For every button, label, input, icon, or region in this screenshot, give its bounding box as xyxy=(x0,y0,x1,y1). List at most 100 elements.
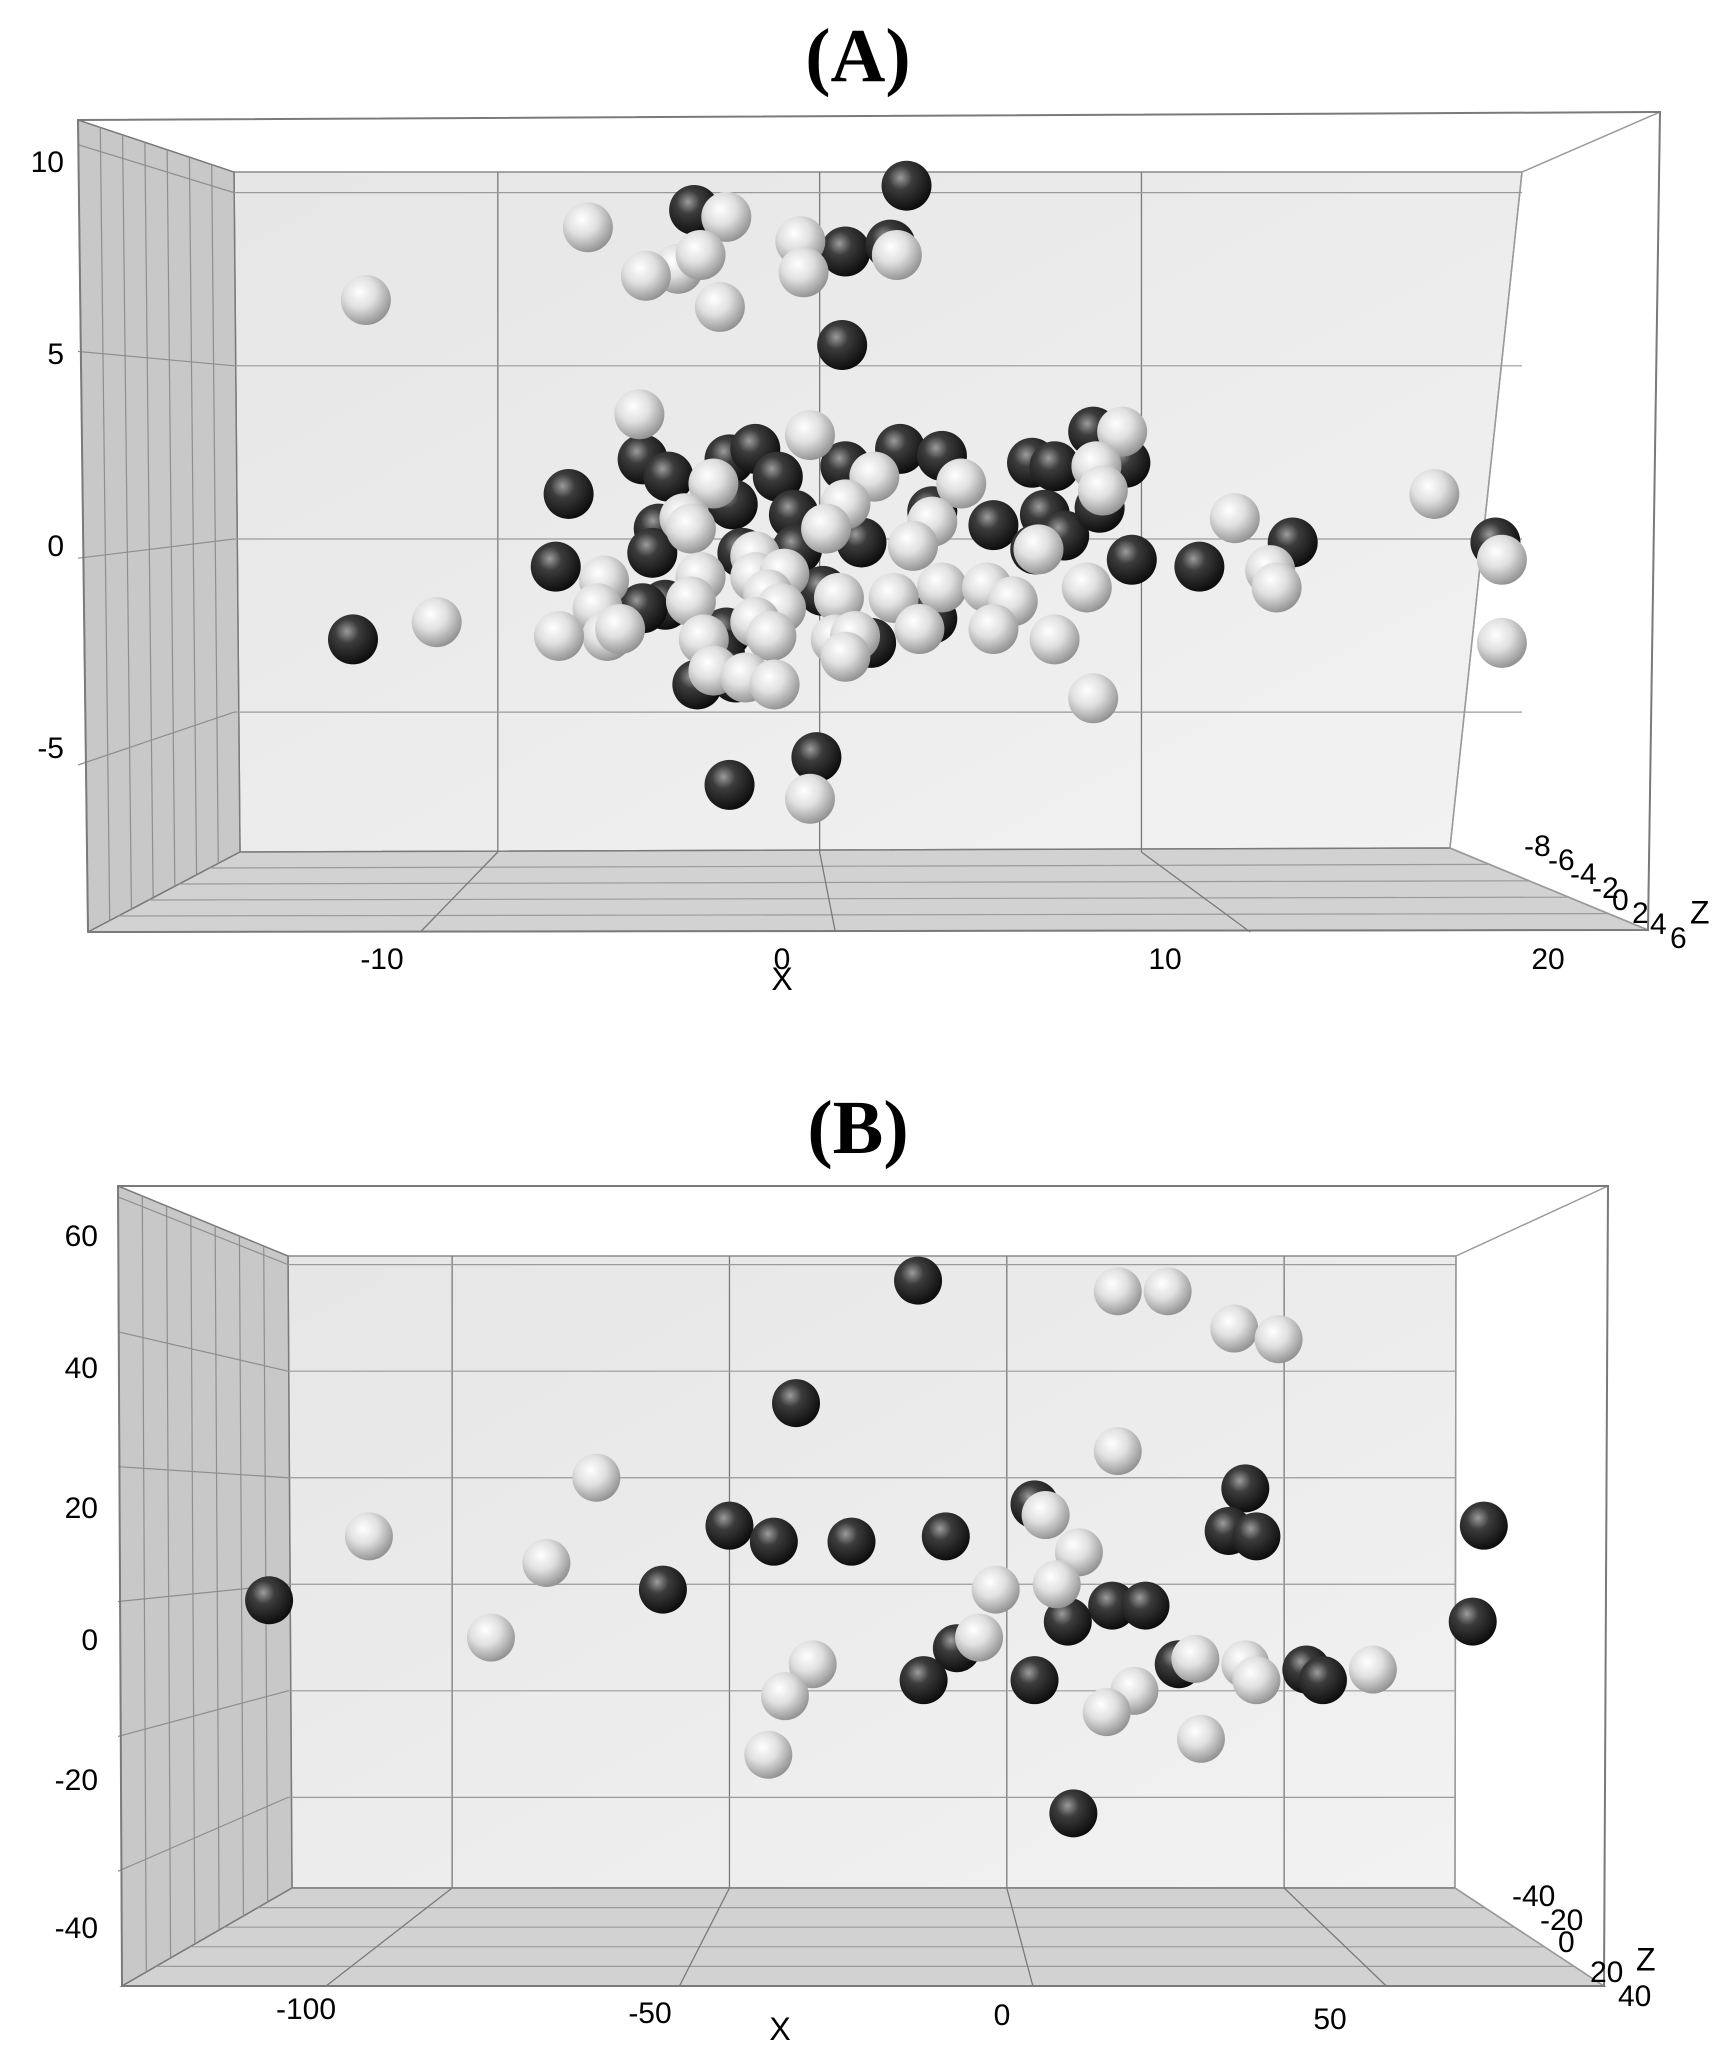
data-point-light xyxy=(562,202,613,253)
data-point-light xyxy=(701,191,752,242)
data-point-dark xyxy=(894,1256,943,1305)
data-point-light xyxy=(955,1613,1004,1662)
z-tick-label: -2 xyxy=(1592,872,1619,905)
data-point-light xyxy=(688,458,739,509)
data-point-light xyxy=(894,604,945,655)
data-point-light xyxy=(746,610,797,661)
data-point-light xyxy=(1176,1714,1225,1763)
data-point-light xyxy=(675,229,726,280)
data-point-dark xyxy=(543,468,594,519)
data-point-dark xyxy=(820,226,871,277)
data-point-dark xyxy=(638,1565,687,1614)
data-point-dark xyxy=(1232,1512,1281,1561)
data-point-light xyxy=(665,576,716,627)
data-point-dark xyxy=(881,160,932,211)
data-point-dark xyxy=(1298,1656,1347,1705)
left-wall-gridline xyxy=(190,1215,196,1945)
data-point-light xyxy=(533,610,584,661)
data-point-light xyxy=(344,1512,393,1561)
y-tick-label: 5 xyxy=(47,338,64,371)
x-axis-label: X xyxy=(769,2011,790,2040)
data-point-dark xyxy=(1049,1789,1098,1838)
data-point-light xyxy=(820,631,871,682)
data-point-light xyxy=(784,773,835,824)
data-point-dark xyxy=(1448,1597,1497,1646)
x-tick-label: 0 xyxy=(994,1999,1011,2032)
left-wall-gridline xyxy=(117,1796,289,1872)
data-point-dark xyxy=(921,1512,970,1561)
data-point-light xyxy=(1093,1427,1142,1476)
floor-gridline xyxy=(1141,851,1251,933)
data-point-light xyxy=(522,1538,571,1587)
y-tick-label: 0 xyxy=(81,1624,98,1657)
left-wall-gridline xyxy=(117,1331,289,1372)
z-tick-label: -4 xyxy=(1570,858,1597,891)
left-wall-gridline xyxy=(214,1225,220,1931)
y-tick-label: 60 xyxy=(65,1220,98,1253)
data-point-dark xyxy=(1106,534,1157,585)
y-tick-label: -5 xyxy=(37,732,64,765)
data-point-light xyxy=(887,520,938,571)
data-point-light xyxy=(694,281,745,332)
data-point-light xyxy=(1476,534,1527,585)
data-point-dark xyxy=(530,541,581,592)
data-point-dark xyxy=(827,1517,876,1566)
data-point-light xyxy=(340,275,391,325)
data-point-light xyxy=(916,562,967,613)
data-point-dark xyxy=(791,732,842,783)
data-point-light xyxy=(1068,673,1119,724)
y-tick-label: 0 xyxy=(47,530,64,563)
data-point-light xyxy=(936,458,987,509)
data-point-light xyxy=(744,1730,793,1779)
data-point-light xyxy=(1409,468,1460,519)
data-point-light xyxy=(1251,562,1302,613)
data-point-light xyxy=(1097,406,1148,457)
left-wall-gridline xyxy=(238,1235,245,1917)
z-tick-label: 0 xyxy=(1612,884,1629,917)
z-tick-label: 0 xyxy=(1558,1926,1575,1959)
floor xyxy=(87,847,1649,933)
y-tick-label: 20 xyxy=(65,1492,98,1525)
data-point-light xyxy=(411,597,462,648)
data-point-dark xyxy=(1043,1597,1092,1646)
data-point-light xyxy=(971,1565,1020,1614)
data-point-dark xyxy=(1010,1656,1059,1705)
box-frame xyxy=(76,110,1662,933)
data-point-light xyxy=(968,604,1019,655)
y-tick-label: 40 xyxy=(65,1352,98,1385)
left-wall-gridline xyxy=(117,1690,289,1737)
data-point-light xyxy=(1171,1634,1220,1683)
floor-gridline xyxy=(148,896,1569,901)
data-point-light xyxy=(760,1672,809,1721)
data-point-light xyxy=(749,659,800,710)
left-wall-gridline xyxy=(117,1466,289,1479)
left-wall-gridline xyxy=(165,1205,172,1959)
floor-gridline xyxy=(419,851,499,933)
data-point-dark xyxy=(245,1576,294,1625)
data-point-dark xyxy=(1121,1581,1170,1630)
data-point-light xyxy=(1254,1315,1303,1364)
data-point-dark xyxy=(772,1379,821,1428)
data-point-dark xyxy=(1174,541,1225,592)
left-wall-gridline xyxy=(166,149,176,887)
data-point-light xyxy=(801,503,852,554)
data-point-dark xyxy=(749,1517,798,1566)
z-tick-label: -20 xyxy=(1540,1904,1583,1937)
data-point-dark xyxy=(328,614,378,665)
data-point-light xyxy=(1143,1267,1192,1316)
z-tick-label: -6 xyxy=(1548,844,1575,877)
data-point-dark xyxy=(968,500,1019,551)
z-tick-label: 40 xyxy=(1618,1980,1651,2013)
x-tick-label: 50 xyxy=(1313,2003,1346,2036)
data-point-light xyxy=(572,1453,621,1502)
data-point-light xyxy=(1093,1267,1142,1316)
x-tick-label: 0 xyxy=(774,943,791,976)
data-point-light xyxy=(1476,617,1527,668)
left-wall-gridline xyxy=(77,144,235,194)
left-wall-gridline xyxy=(99,127,111,921)
z-axis-label: Z xyxy=(1636,1941,1656,1977)
x-tick-label: -50 xyxy=(628,1997,671,2030)
left-wall-gridline xyxy=(141,1195,147,1973)
data-point-dark xyxy=(899,1656,948,1705)
